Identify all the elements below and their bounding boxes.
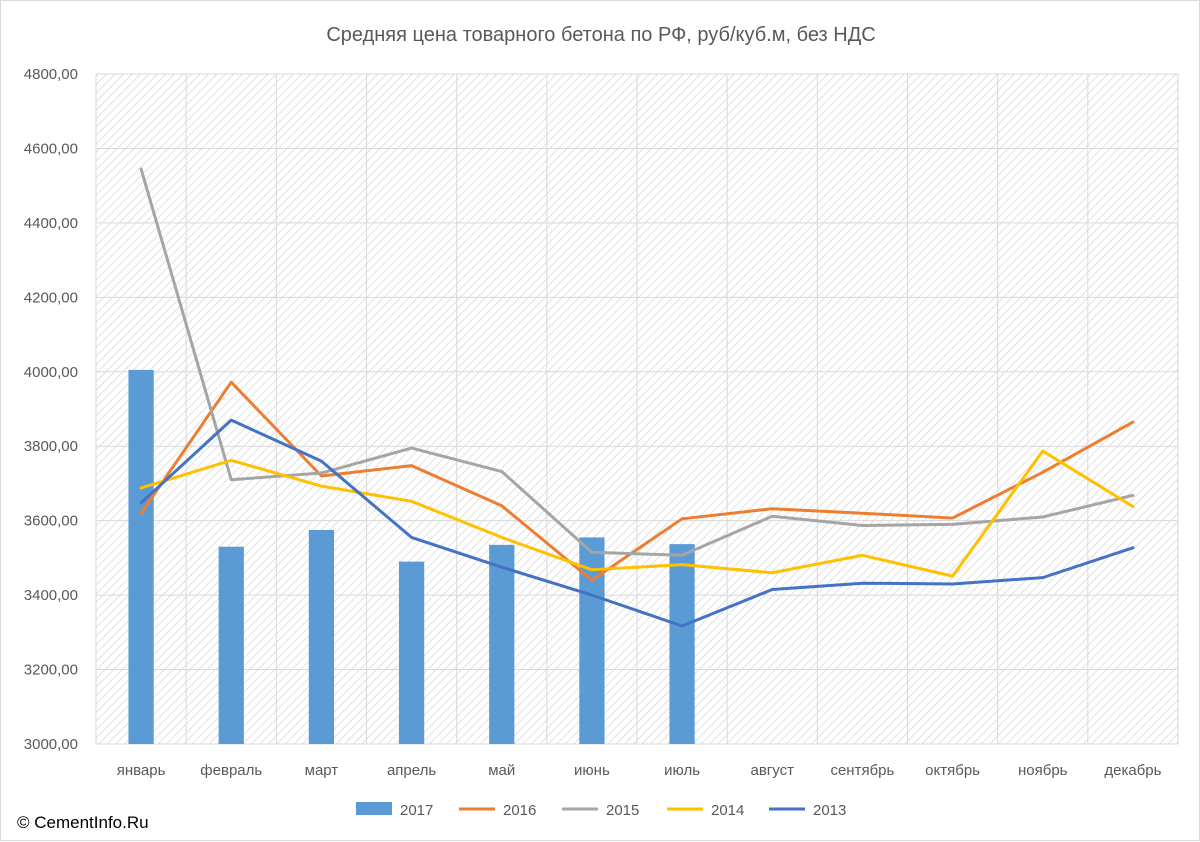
- legend-label: 2013: [813, 802, 846, 819]
- legend-label: 2016: [503, 802, 536, 819]
- x-tick-label: июль: [664, 762, 700, 779]
- x-tick-label: март: [305, 762, 339, 779]
- x-axis-ticks: январь февраль март апрель май июнь июль август…: [117, 762, 1162, 779]
- legend-item-2013: 2013: [769, 802, 846, 819]
- copyright-label: © CementInfo.Ru: [17, 813, 149, 832]
- line-2014: [139, 449, 1135, 578]
- y-axis-ticks: 3000,00 3200,00 3400,00 3600,00 3800,00 4000,…: [24, 66, 78, 753]
- y-tick-label: 4200,00: [24, 289, 78, 306]
- legend-label: 2014: [711, 802, 744, 819]
- x-tick-label: апрель: [387, 762, 436, 779]
- legend-item-2017: 2017: [356, 802, 433, 819]
- bar-2017: [489, 544, 515, 744]
- line-series: [139, 167, 1135, 628]
- legend-label: 2015: [606, 802, 639, 819]
- legend-swatch: [356, 802, 392, 815]
- bar-series: [128, 369, 695, 744]
- legend-item-2015: 2015: [562, 802, 639, 819]
- legend-item-2014: 2014: [667, 802, 744, 819]
- x-tick-label: май: [488, 762, 515, 779]
- bar-2017: [128, 369, 154, 744]
- x-tick-label: август: [751, 762, 795, 779]
- line-2013: [139, 418, 1135, 628]
- y-tick-label: 3800,00: [24, 438, 78, 455]
- y-tick-label: 4800,00: [24, 66, 78, 83]
- legend-item-2016: 2016: [459, 802, 536, 819]
- x-tick-label: июнь: [574, 762, 610, 779]
- x-tick-label: ноябрь: [1018, 762, 1068, 779]
- y-tick-label: 3600,00: [24, 513, 78, 530]
- gridlines: [95, 73, 1179, 745]
- bar-2017: [218, 546, 244, 744]
- y-tick-label: 4000,00: [24, 364, 78, 381]
- line-2016: [139, 380, 1135, 582]
- y-tick-label: 4400,00: [24, 215, 78, 232]
- bar-2017: [669, 544, 695, 744]
- y-tick-label: 3400,00: [24, 587, 78, 604]
- y-tick-label: 4600,00: [24, 140, 78, 157]
- legend-label: 2017: [400, 802, 433, 819]
- y-tick-label: 3000,00: [24, 736, 78, 753]
- line-2015: [139, 167, 1135, 557]
- legend: 2017 2016 2015 2014 2013: [356, 802, 846, 819]
- x-tick-label: февраль: [200, 762, 262, 779]
- x-tick-label: сентябрь: [830, 762, 894, 779]
- chart-title: Средняя цена товарного бетона по РФ, руб…: [326, 24, 875, 46]
- bar-2017: [308, 529, 335, 744]
- x-tick-label: октябрь: [925, 762, 980, 779]
- x-tick-label: декабрь: [1104, 762, 1161, 779]
- y-tick-label: 3200,00: [24, 662, 78, 679]
- bar-2017: [398, 561, 425, 744]
- x-tick-label: январь: [117, 762, 166, 779]
